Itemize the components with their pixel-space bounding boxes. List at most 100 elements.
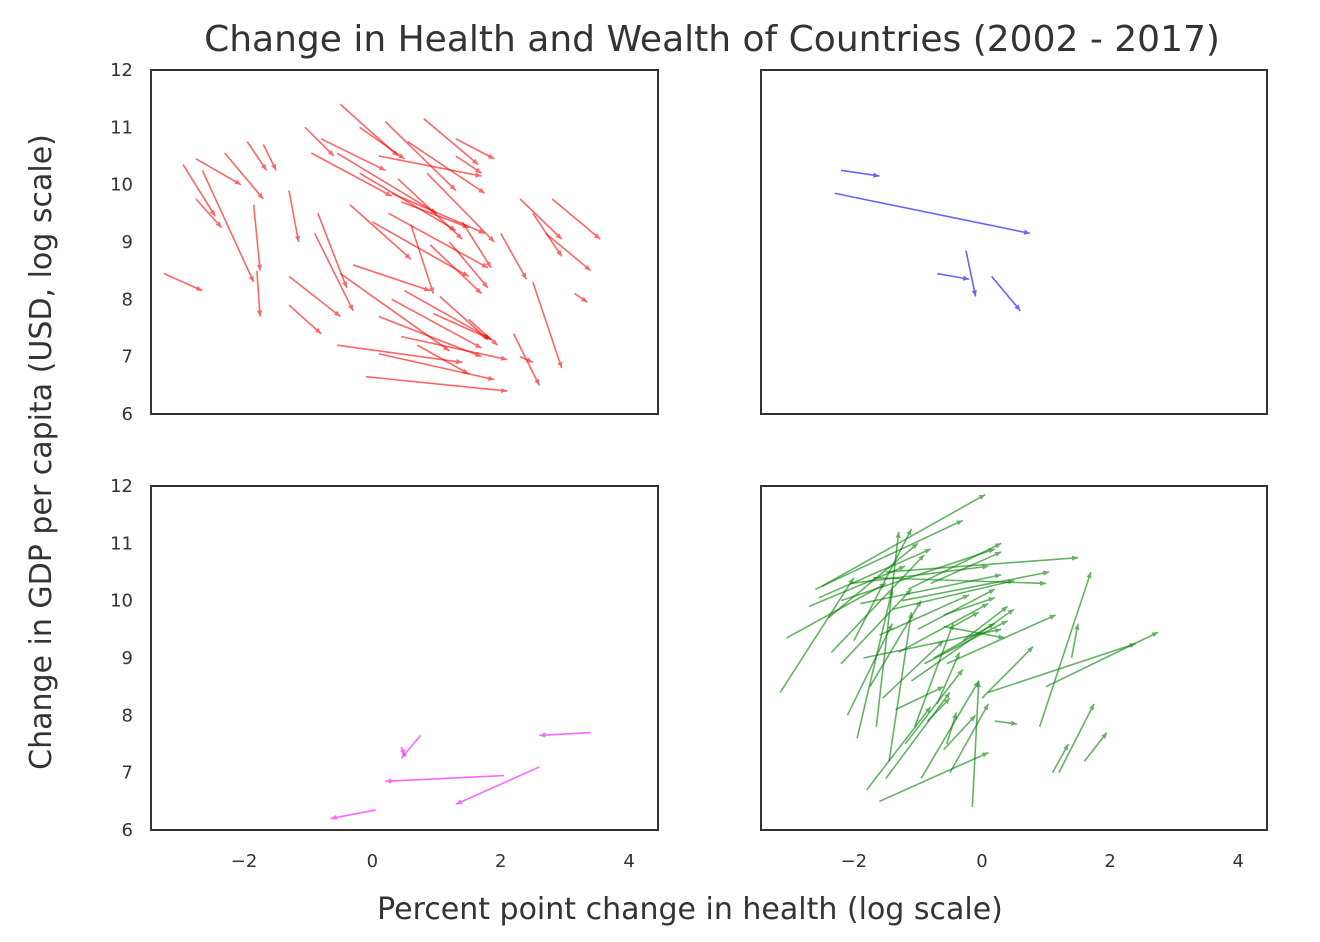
- arrow-4-48: [879, 751, 989, 803]
- arrow-1-48: [461, 221, 492, 269]
- arrow-1-61: [378, 353, 495, 381]
- arrow-series-2: [834, 169, 1031, 312]
- arrow-4-54: [1045, 631, 1159, 688]
- arrow-4-25: [888, 612, 914, 762]
- arrow-1-4: [201, 169, 255, 283]
- arrow-4-12: [850, 564, 989, 585]
- arrow-1-49: [468, 318, 499, 346]
- arrow-4-34: [917, 588, 996, 631]
- arrow-4-39: [933, 622, 996, 659]
- arrow-1-31: [388, 212, 489, 269]
- arrow-4-41: [943, 597, 996, 616]
- arrow-4-40: [936, 651, 961, 705]
- arrow-1-43: [429, 244, 483, 295]
- y-axis-label: Change in GDP per capita (USD, log scale…: [24, 134, 59, 770]
- x-tick-label-4-3: 4: [1232, 851, 1243, 872]
- arrow-4-58: [1070, 623, 1080, 659]
- arrow-4-20: [875, 531, 901, 727]
- chart-title: Change in Health and Wealth of Countries…: [204, 19, 1220, 60]
- arrow-1-2: [182, 164, 216, 217]
- x-tick-label-3-0: −2: [231, 851, 258, 872]
- arrow-1-18: [313, 233, 354, 312]
- arrow-4-51: [981, 645, 1034, 699]
- arrow-1-14: [304, 126, 335, 157]
- arrow-1-8: [252, 204, 263, 271]
- arrow-4-4: [818, 548, 932, 599]
- arrow-1-58: [519, 355, 534, 364]
- y-tick-label-1-9: 9: [122, 232, 133, 253]
- arrow-1-7: [246, 141, 268, 171]
- arrow-1-59: [574, 292, 588, 303]
- arrow-4-57: [1083, 732, 1108, 762]
- arrow-1-11: [288, 190, 301, 243]
- arrow-1-47: [455, 155, 482, 174]
- y-tick-label-1-11: 11: [110, 117, 133, 138]
- y-tick-label-1-8: 8: [122, 289, 133, 310]
- x-tick-label-4-0: −2: [841, 851, 868, 872]
- arrow-4-22: [882, 640, 945, 699]
- arrow-1-46: [448, 241, 489, 289]
- arrow-4-49: [971, 680, 982, 808]
- arrow-3-5: [399, 746, 406, 756]
- y-tick-label-3-6: 6: [122, 820, 133, 841]
- arrow-1-50: [455, 138, 495, 160]
- panel-4: −2 0 2 4: [760, 485, 1268, 872]
- arrow-1-22: [337, 344, 463, 365]
- arrow-4-47: [962, 605, 1009, 642]
- arrow-2-1: [840, 169, 880, 178]
- arrow-4-29: [901, 570, 1050, 602]
- panel-1: 6 7 8 9 10 11 12: [110, 60, 659, 425]
- panels-layer: 6 7 8 9 10 11 12 6 7 8 9 10 11 12 −2 0 2 4 −2 0 2 4: [110, 60, 1268, 872]
- panel-frame-4: [760, 485, 1268, 831]
- arrow-3-2: [455, 766, 540, 805]
- panel-2: [760, 69, 1268, 415]
- arrow-1-30: [384, 121, 457, 191]
- arrow-1-13: [288, 304, 322, 335]
- arrow-1-42: [426, 172, 495, 243]
- arrow-1-10: [256, 270, 263, 317]
- arrow-1-27: [372, 221, 470, 278]
- arrow-4-55: [1051, 743, 1070, 774]
- arrow-4-23: [885, 555, 1079, 573]
- arrow-1-1: [163, 272, 203, 292]
- arrow-1-56: [532, 281, 563, 369]
- arrow-4-5: [815, 519, 964, 590]
- arrow-4-42: [945, 712, 958, 745]
- arrow-4-37: [926, 697, 951, 722]
- arrow-1-34: [397, 178, 463, 240]
- arrow-4-50: [994, 720, 1018, 726]
- arrow-4-19: [873, 576, 1047, 586]
- arrow-4-10: [840, 588, 913, 665]
- arrow-1-15: [311, 152, 393, 197]
- panel-frame-1: [150, 69, 659, 415]
- arrow-3-6: [330, 809, 376, 820]
- arrow-4-13: [853, 528, 913, 642]
- x-axis-label: Percent point change in health (log scal…: [377, 892, 1003, 927]
- arrow-1-20: [336, 152, 438, 215]
- arrow-1-3: [195, 158, 242, 186]
- arrow-4-46: [942, 714, 977, 751]
- arrow-4-31: [907, 542, 1002, 590]
- panel-frame-3: [150, 485, 659, 831]
- arrow-1-41: [423, 118, 479, 166]
- arrow-series-1: [163, 103, 601, 394]
- arrow-4-36: [923, 620, 1008, 665]
- x-tick-label-4-2: 2: [1104, 851, 1115, 872]
- arrow-1-28: [378, 155, 482, 178]
- arrow-4-28: [898, 602, 989, 653]
- arrow-1-38: [410, 224, 435, 294]
- arrow-series-3: [330, 731, 591, 820]
- arrow-1-55: [545, 232, 592, 272]
- arrow-4-24: [885, 691, 951, 779]
- arrow-1-36: [407, 141, 486, 194]
- y-tick-label-3-7: 7: [122, 763, 133, 784]
- arrow-1-52: [519, 198, 563, 240]
- y-tick-label-1-10: 10: [110, 175, 133, 196]
- arrow-2-5: [990, 275, 1022, 312]
- arrow-2-2: [834, 192, 1031, 235]
- arrow-1-23: [349, 204, 412, 260]
- arrow-1-16: [317, 213, 348, 289]
- arrow-1-60: [365, 375, 508, 394]
- y-tick-label-3-11: 11: [110, 533, 133, 554]
